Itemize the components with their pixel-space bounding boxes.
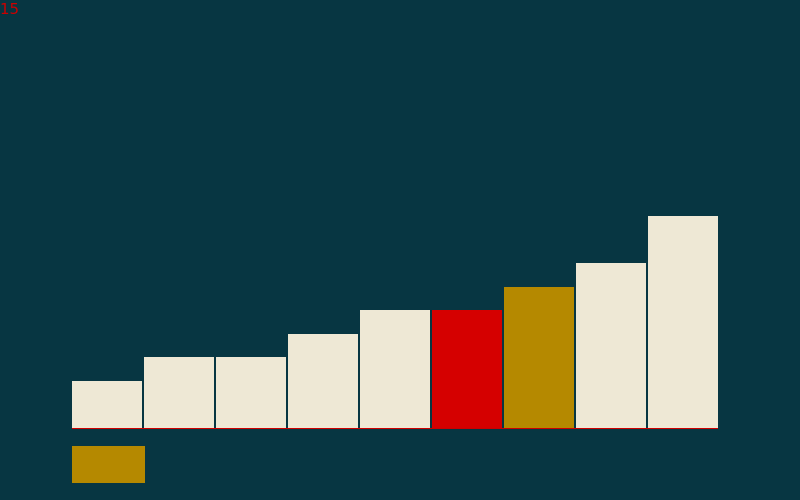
bar-8 — [576, 263, 646, 428]
bar-9 — [648, 216, 718, 428]
step-counter: 15 — [0, 0, 20, 18]
chart-baseline — [72, 428, 718, 429]
bar-5 — [360, 310, 430, 428]
bar-7 — [504, 287, 574, 428]
legend-swatch — [72, 446, 145, 483]
bar-3 — [216, 357, 286, 428]
bar-4 — [288, 334, 358, 428]
bar-2 — [144, 357, 214, 428]
bar-6 — [432, 310, 502, 428]
bar-1 — [72, 381, 142, 428]
